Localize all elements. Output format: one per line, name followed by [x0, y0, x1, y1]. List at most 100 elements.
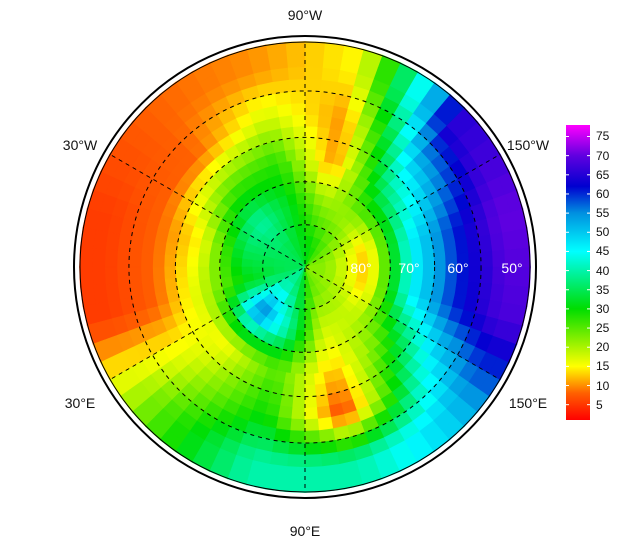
field-cell	[104, 249, 118, 268]
field-cell	[304, 114, 319, 127]
field-cell	[285, 41, 306, 56]
field-cell	[304, 478, 325, 493]
field-cell	[286, 53, 306, 68]
field-cell	[289, 90, 306, 104]
colorbar-tick-label: 70	[596, 148, 610, 163]
field-cell	[175, 266, 188, 279]
field-cell	[304, 90, 321, 104]
meridian-line	[111, 155, 499, 379]
field-cell	[443, 240, 458, 256]
field-cell	[304, 148, 316, 161]
field-cell	[129, 280, 144, 298]
field-cell	[304, 159, 320, 172]
field-cell	[293, 181, 306, 194]
map-border	[73, 35, 537, 499]
field-cell	[290, 418, 306, 432]
field-cell	[219, 266, 232, 279]
longitude-label: 90°W	[287, 7, 323, 23]
field-cell	[304, 202, 314, 215]
colorbar-tick-label: 40	[596, 263, 610, 278]
field-cell	[293, 340, 306, 353]
field-cell	[433, 254, 447, 268]
colorbar-tick-label: 10	[596, 378, 610, 393]
field-cell	[304, 362, 320, 375]
field-cell	[297, 308, 306, 321]
field-cell	[164, 277, 178, 292]
field-cell	[410, 276, 424, 288]
field-cell	[286, 466, 306, 481]
field-cell	[251, 259, 264, 268]
field-cell	[208, 266, 221, 280]
colorbar-tick-label: 30	[596, 301, 610, 316]
longitude-label: 150°E	[508, 395, 548, 411]
field-cell	[454, 238, 469, 255]
field-cell	[443, 278, 458, 294]
latitude-label: 70°	[398, 260, 420, 276]
field-cell	[304, 384, 317, 397]
field-cell	[285, 478, 306, 493]
field-cell	[282, 383, 296, 397]
colorbar-tick-label: 55	[596, 206, 610, 221]
field-cell	[304, 418, 320, 432]
field-cell	[152, 240, 167, 256]
field-cell	[378, 266, 391, 279]
field-cell	[315, 394, 330, 408]
field-cell	[292, 351, 306, 364]
field-cell	[304, 430, 321, 444]
field-cell	[304, 66, 323, 80]
field-cell	[175, 255, 188, 268]
field-cell	[278, 114, 294, 129]
field-cell	[141, 279, 156, 296]
field-cell	[186, 256, 199, 268]
field-cell	[152, 278, 167, 294]
field-cell	[164, 242, 178, 257]
field-cell	[294, 329, 306, 342]
field-cell	[276, 103, 293, 118]
field-cell	[466, 280, 481, 298]
field-cell	[293, 384, 306, 397]
graticule	[111, 43, 499, 491]
field-cell	[230, 256, 243, 268]
field-cell	[292, 170, 306, 183]
field-cell	[197, 252, 210, 268]
field-cell	[304, 53, 324, 68]
field-cell	[129, 236, 144, 254]
field-cell	[163, 266, 177, 280]
field-cell	[304, 78, 322, 92]
field-cell	[152, 266, 165, 281]
field-cell	[128, 251, 142, 268]
colorbar-tick-label: 5	[596, 397, 603, 412]
field-cell	[186, 266, 199, 278]
field-cell	[317, 103, 334, 118]
field-cell	[104, 266, 118, 285]
field-cell	[116, 266, 130, 284]
field-cell	[290, 102, 306, 116]
field-cell	[290, 159, 306, 172]
field-cell	[293, 137, 306, 150]
field-cell	[116, 250, 130, 268]
field-cell	[163, 254, 177, 268]
latitude-label: 80°	[350, 260, 372, 276]
field-cell	[79, 266, 94, 287]
colorbar-tick-label: 50	[596, 225, 610, 240]
colorbar-tick-label: 75	[596, 129, 610, 144]
field-cell	[314, 137, 328, 151]
field-cell	[304, 213, 313, 226]
field-cell	[315, 126, 330, 140]
colorbar	[566, 125, 590, 420]
field-cell	[304, 442, 322, 456]
latitude-circle	[128, 90, 482, 444]
colorbar-tick-label: 60	[596, 186, 610, 201]
latitude-label: 50°	[501, 260, 523, 276]
field-cell	[304, 170, 318, 183]
map-inner-border	[79, 41, 531, 493]
field-cell	[276, 416, 293, 431]
field-cell	[287, 454, 306, 468]
field-cell	[91, 248, 106, 268]
field-cell	[304, 454, 323, 468]
field-cell	[292, 125, 306, 139]
field-cell	[141, 238, 156, 255]
field-cell	[304, 340, 317, 353]
field-cell	[480, 250, 494, 268]
